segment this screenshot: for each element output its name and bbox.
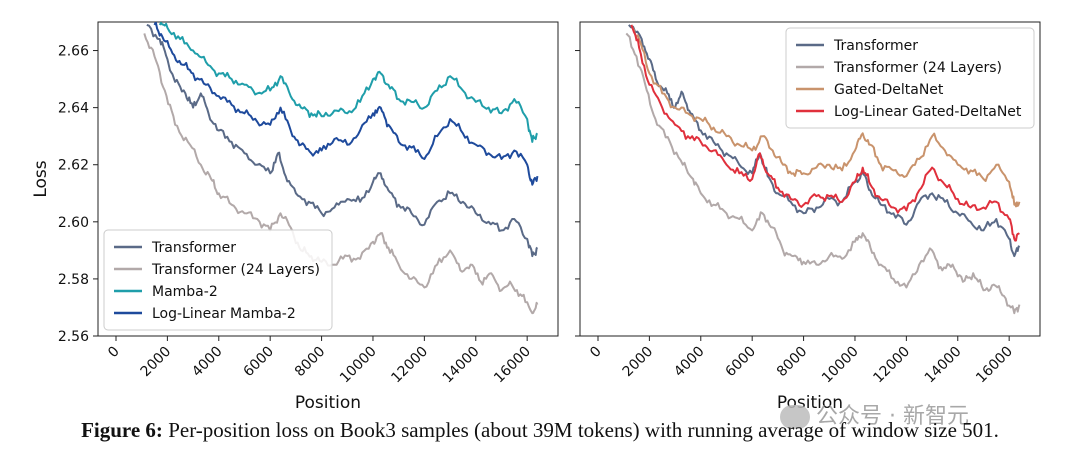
- series-line-log-linear-gated-deltanet: [630, 24, 1020, 242]
- x-tick-label: 14000: [440, 344, 483, 387]
- series-line-transformer-24-layers: [143, 33, 539, 315]
- wechat-icon: [780, 405, 810, 429]
- series-line-gated-deltanet: [630, 24, 1021, 208]
- y-tick-label: 2.58: [58, 272, 89, 288]
- x-tick-label: 8000: [292, 344, 329, 381]
- legend-left: Transformer Transformer (24 Layers) Mamba-…: [103, 229, 333, 331]
- x-tick-label: 2000: [620, 344, 657, 381]
- legend-label-transformer: Transformer: [151, 240, 236, 256]
- y-tick-label: 2.64: [58, 101, 89, 117]
- x-tick-label: 10000: [337, 344, 380, 387]
- chart-right: 0 2000 4000 6000 8000 10000 12000 14000 16000 Po…: [575, 21, 1041, 413]
- legend-box: [103, 229, 333, 331]
- x-tick-label: 6000: [240, 344, 277, 381]
- y-tick-label: 2.66: [58, 44, 89, 60]
- series-line-transformer: [146, 23, 539, 258]
- legend-label-mamba-2: Mamba-2: [152, 284, 218, 300]
- y-axis-label-left: Loss: [31, 160, 51, 197]
- x-axis-ticks-right: 0 2000 4000 6000 8000 10000 12000 14000 16000: [587, 336, 1016, 386]
- x-tick-label: 8000: [774, 344, 811, 381]
- x-tick-label: 4000: [671, 344, 708, 381]
- caption-text: Per-position loss on Book3 samples (abou…: [162, 418, 999, 442]
- x-tick-label: 6000: [722, 344, 759, 381]
- series-lines-right: [625, 24, 1021, 315]
- legend-label-transformer-24-layers: Transformer (24 Layers): [833, 60, 1002, 76]
- y-axis-ticks-left: 2.56 2.58 2.60 2.62 2.64 2.66: [58, 44, 98, 345]
- x-tick-label: 12000: [870, 344, 913, 387]
- x-tick-label: 16000: [491, 344, 534, 387]
- series-line-mamba-2: [158, 22, 539, 143]
- x-tick-label: 2000: [138, 344, 175, 381]
- x-tick-label: 16000: [973, 344, 1016, 387]
- legend-box: [785, 27, 1035, 129]
- x-tick-label: 10000: [819, 344, 862, 387]
- series-line-log-linear-mamba-2: [153, 22, 539, 186]
- caption-label: Figure 6:: [81, 418, 163, 442]
- y-tick-label: 2.60: [58, 215, 89, 231]
- x-tick-label: 4000: [189, 344, 226, 381]
- x-tick-label: 14000: [922, 344, 965, 387]
- legend-label-transformer: Transformer: [833, 38, 918, 54]
- figure-caption: Figure 6: Per-position loss on Book3 sam…: [0, 418, 1080, 443]
- x-axis-ticks-left: 0 2000 4000 6000 8000 10000 12000 14000 16000: [105, 336, 534, 386]
- x-tick-label: 0: [587, 344, 605, 362]
- y-tick-label: 2.56: [58, 329, 89, 345]
- watermark: 公众号 · 新智元: [780, 398, 969, 430]
- y-tick-label: 2.62: [58, 158, 89, 174]
- y-axis-ticks-right: [575, 50, 580, 337]
- series-line-transformer: [628, 24, 1021, 258]
- series-lines-left: [143, 22, 539, 315]
- legend-label-log-linear-gated-deltanet: Log-Linear Gated-DeltaNet: [834, 104, 1022, 120]
- x-tick-label: 0: [105, 344, 123, 362]
- watermark-text: 公众号 · 新智元: [816, 404, 969, 429]
- x-tick-label: 12000: [388, 344, 431, 387]
- series-line-transformer-24-layers: [625, 32, 1021, 315]
- legend-label-gated-deltanet: Gated-DeltaNet: [834, 82, 944, 98]
- chart-left: 2.56 2.58 2.60 2.62 2.64 2.66 0 2000 4000 6000 80…: [31, 21, 559, 413]
- legend-label-log-linear-mamba-2: Log-Linear Mamba-2: [152, 306, 296, 322]
- legend-label-transformer-24-layers: Transformer (24 Layers): [151, 262, 320, 278]
- legend-right: Transformer Transformer (24 Layers) Gated-…: [785, 27, 1035, 129]
- x-axis-label-left: Position: [295, 393, 361, 413]
